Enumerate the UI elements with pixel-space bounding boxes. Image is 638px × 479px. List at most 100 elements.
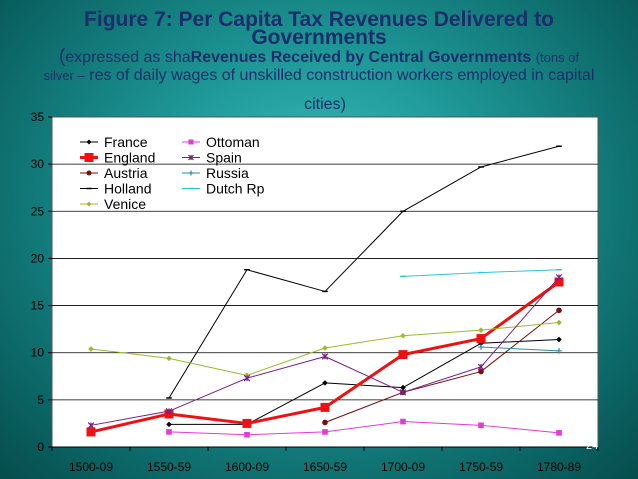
data-point — [84, 153, 94, 162]
y-tick-label: 15 — [31, 299, 45, 313]
x-tick-label: 1780-89 — [537, 460, 581, 474]
series-holland — [166, 145, 562, 399]
legend-label: Dutch Rp — [206, 181, 265, 197]
data-point — [556, 430, 562, 436]
data-point — [556, 319, 562, 326]
data-point — [86, 170, 92, 176]
legend-item: England — [80, 150, 155, 166]
subtitle-part-a: expressed as sha — [65, 49, 191, 66]
series-ottoman — [166, 418, 562, 438]
data-point — [86, 139, 92, 145]
subtitle-line3: cities) — [304, 96, 346, 113]
legend-item: Dutch Rp — [182, 181, 265, 197]
data-point — [242, 418, 252, 428]
data-point — [87, 422, 95, 429]
legend-label: Ottoman — [206, 134, 260, 150]
y-tick-label: 35 — [31, 110, 45, 124]
x-tick-label: 1500-09 — [69, 460, 113, 474]
subtitle-line1: (expressed as shaRevenues Received by Ce… — [0, 47, 638, 67]
data-point — [244, 431, 250, 438]
data-point — [164, 409, 174, 419]
data-point — [166, 429, 172, 435]
series-dutch-rp — [400, 268, 562, 278]
data-point — [322, 419, 328, 426]
data-point — [321, 353, 329, 360]
legend-item: France — [80, 134, 148, 150]
series-spain — [87, 274, 563, 429]
data-point — [166, 421, 172, 428]
y-tick-label: 30 — [31, 157, 45, 171]
subtitle-part-c: (tons of — [535, 50, 580, 65]
x-tick-label: 1550-59 — [147, 460, 191, 474]
subtitle-line2: silver – res of daily wages of unskilled… — [0, 66, 638, 85]
legend-label: Russia — [206, 165, 249, 181]
y-tick-label: 0 — [37, 440, 44, 454]
data-point — [399, 389, 407, 396]
data-point — [476, 334, 486, 344]
data-point — [478, 422, 484, 429]
subtitle-part-b: Revenues Received by Central Governments — [190, 49, 532, 66]
data-point — [400, 332, 406, 339]
series-venice — [88, 319, 562, 379]
legend-label: France — [104, 134, 148, 150]
legend-item: Ottoman — [182, 134, 260, 150]
y-tick-label: 5 — [37, 393, 44, 407]
data-point — [322, 380, 328, 386]
data-point — [322, 429, 328, 435]
data-point — [478, 368, 484, 375]
plot-area — [51, 116, 599, 448]
data-point — [320, 402, 330, 412]
x-tick-label: 1750-59 — [459, 460, 503, 474]
data-point — [322, 345, 328, 351]
series-line — [168, 421, 560, 436]
data-point — [188, 170, 194, 176]
data-point — [165, 407, 173, 415]
data-point — [478, 344, 484, 350]
data-point — [555, 274, 563, 281]
series-line — [168, 145, 560, 399]
y-tick-label: 10 — [31, 346, 45, 360]
legend-item: Venice — [80, 196, 146, 212]
data-point — [556, 348, 562, 354]
legend-item: Russia — [182, 165, 249, 181]
y-tick-label: 25 — [31, 204, 45, 218]
x-tick-label: 1650-59 — [303, 460, 347, 474]
page-title: Figure 7: Per Capita Tax Revenues Delive… — [84, 8, 554, 31]
data-point — [86, 427, 96, 437]
legend-label: Holland — [104, 181, 151, 197]
legend-item: Austria — [80, 165, 148, 181]
data-point — [478, 327, 484, 333]
legend-item: Spain — [182, 150, 242, 166]
data-point — [556, 336, 562, 343]
data-point — [86, 201, 92, 207]
series-line — [480, 346, 560, 352]
legend-label: Venice — [104, 196, 146, 212]
series-russia — [478, 344, 562, 354]
data-point — [398, 350, 408, 360]
legend-label: England — [104, 150, 155, 166]
x-tick-label: 1600-09 — [225, 460, 269, 474]
series-england — [86, 277, 564, 437]
data-point — [188, 154, 194, 161]
subtitle-open-paren: ( — [58, 46, 66, 67]
data-point — [243, 374, 251, 382]
page-number: 24 — [586, 440, 599, 452]
series-line — [324, 309, 560, 423]
series-line — [169, 339, 560, 425]
subtitle-line2-a: silver – — [43, 68, 85, 83]
data-point — [188, 139, 194, 145]
data-point — [166, 355, 172, 362]
x-tick-label: 1700-09 — [381, 460, 425, 474]
legend-label: Spain — [206, 150, 242, 166]
data-point — [477, 363, 485, 371]
data-point — [556, 307, 562, 314]
data-point — [400, 384, 406, 391]
subtitle-line2-b: res of daily wages of unskilled construc… — [89, 67, 595, 84]
y-tick-label: 20 — [31, 251, 45, 265]
legend-item: Holland — [80, 181, 151, 197]
data-point — [400, 418, 406, 425]
data-point — [554, 277, 564, 287]
page-title-line2: Governments — [251, 26, 387, 49]
